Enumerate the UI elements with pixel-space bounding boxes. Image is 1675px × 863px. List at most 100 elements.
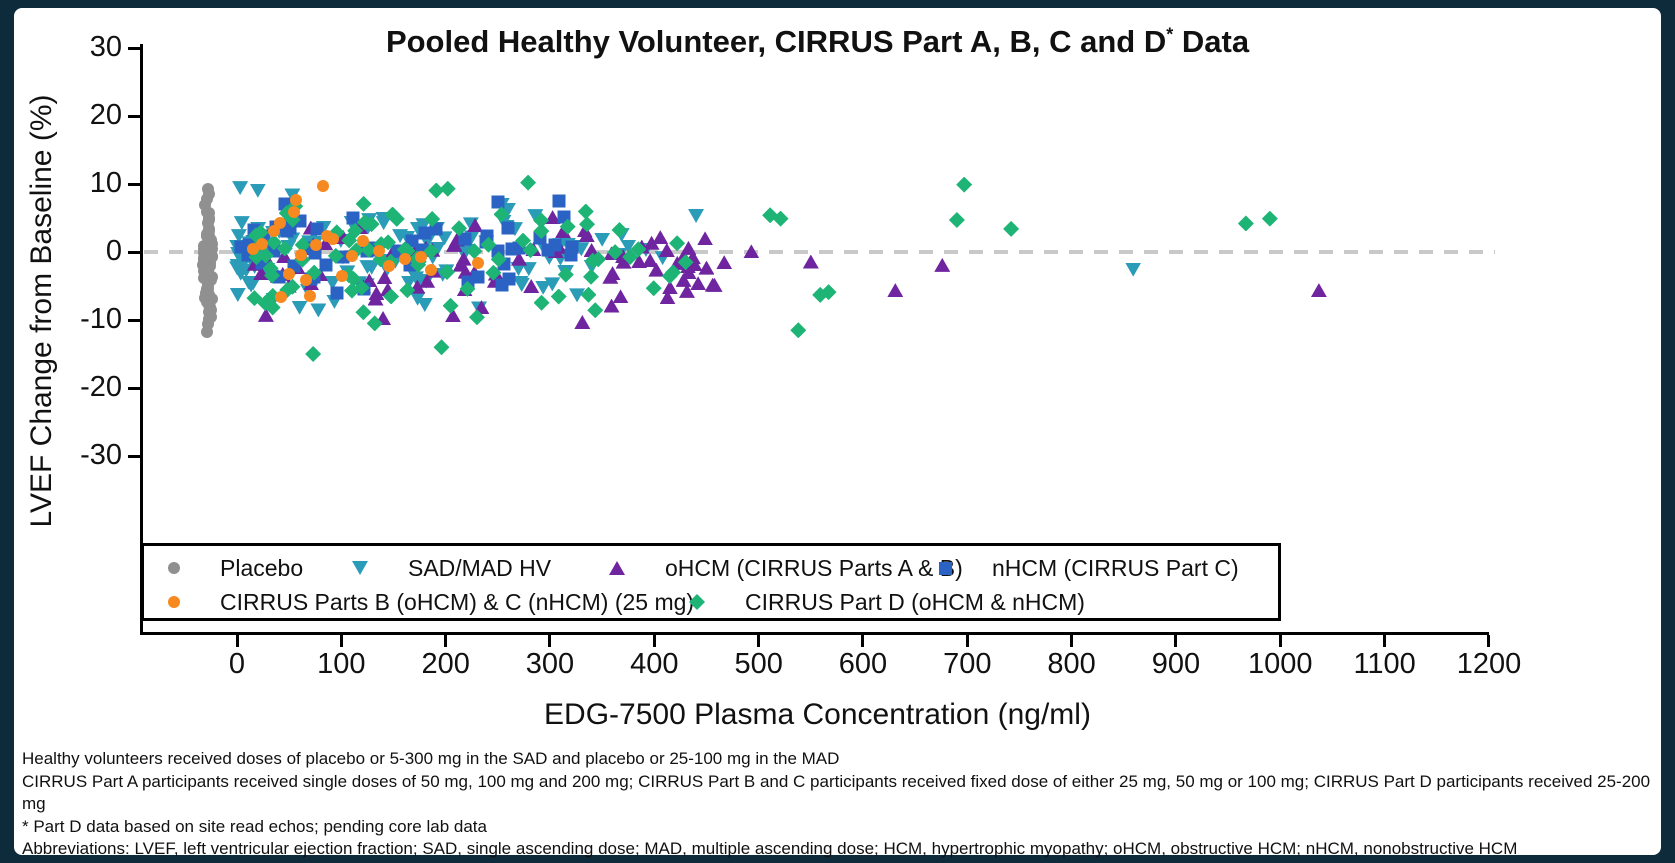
- footnote-line: * Part D data based on site read echos; …: [22, 816, 487, 836]
- data-point: [201, 242, 213, 255]
- data-point: [559, 218, 576, 235]
- y-tick-label: 10: [89, 167, 122, 199]
- x-tick: [444, 635, 448, 647]
- data-point: [299, 273, 312, 286]
- x-tick-label: 800: [1047, 648, 1096, 680]
- data-point: [541, 243, 555, 257]
- data-point: [622, 249, 639, 266]
- data-point: [520, 174, 537, 191]
- data-point: [1125, 262, 1142, 277]
- x-tick-label: 0: [228, 648, 246, 680]
- data-point: [887, 283, 904, 298]
- data-point: [533, 212, 550, 229]
- y-tick-label: -30: [80, 439, 122, 471]
- x-tick: [235, 635, 239, 647]
- data-point: [203, 212, 216, 225]
- chart-title-text: Pooled Healthy Volunteer, CIRRUS Part A,…: [385, 24, 1167, 59]
- x-tick: [1487, 635, 1491, 647]
- y-tick-label: 20: [89, 99, 122, 131]
- data-point: [229, 288, 246, 302]
- legend-item: CIRRUS Parts B (oHCM) & C (nHCM) (25 mg): [168, 589, 694, 615]
- data-point: [574, 315, 591, 330]
- data-point: [501, 221, 515, 235]
- x-tick: [339, 635, 343, 647]
- data-point: [611, 221, 628, 238]
- x-tick: [757, 635, 761, 647]
- x-tick-label: 1000: [1248, 648, 1313, 680]
- data-point: [584, 252, 601, 269]
- y-tick: [128, 114, 140, 118]
- data-point: [345, 250, 358, 263]
- legend-marker-icon: [939, 561, 952, 575]
- data-point: [316, 180, 329, 193]
- legend-marker-icon: [168, 562, 180, 574]
- data-point: [336, 270, 349, 283]
- y-tick-label: -10: [80, 303, 122, 335]
- data-point: [256, 237, 269, 250]
- y-tick: [128, 386, 140, 390]
- data-point: [246, 290, 263, 307]
- data-point: [284, 278, 301, 295]
- legend-item: SAD/MAD HV: [352, 555, 551, 581]
- data-point: [459, 280, 476, 297]
- data-point: [200, 254, 213, 267]
- legend-item: CIRRUS Part D (oHCM & nHCM): [689, 589, 1085, 615]
- data-point: [355, 304, 372, 321]
- data-point: [948, 212, 965, 229]
- legend-item: Placebo: [168, 555, 303, 581]
- data-point: [252, 224, 269, 241]
- data-point: [533, 223, 550, 240]
- data-point: [557, 266, 574, 283]
- data-point: [661, 268, 678, 285]
- x-tick: [1174, 635, 1178, 647]
- data-point: [319, 258, 333, 272]
- data-point: [423, 243, 440, 260]
- y-tick: [128, 46, 140, 50]
- data-point: [698, 260, 715, 275]
- legend-marker-icon: [609, 561, 625, 575]
- data-point: [533, 294, 550, 311]
- data-point: [425, 263, 438, 276]
- data-point: [607, 244, 624, 261]
- data-point: [491, 195, 505, 209]
- data-point: [326, 233, 339, 246]
- data-point: [577, 203, 594, 220]
- data-point: [697, 231, 714, 246]
- legend-label: nHCM (CIRRUS Part C): [992, 554, 1239, 581]
- data-point: [330, 286, 344, 300]
- data-point: [579, 216, 596, 233]
- data-point: [304, 289, 317, 302]
- footnote-line: CIRRUS Part A participants received sing…: [22, 771, 1651, 814]
- x-tick-label: 600: [838, 648, 888, 680]
- data-point: [468, 309, 485, 326]
- data-point: [630, 241, 647, 258]
- data-point: [493, 206, 510, 223]
- data-point: [383, 260, 396, 273]
- data-point: [310, 303, 327, 318]
- data-point: [677, 254, 694, 271]
- data-point: [1003, 220, 1020, 237]
- x-tick-label: 500: [734, 648, 783, 680]
- data-point: [505, 242, 519, 256]
- data-point: [433, 339, 450, 356]
- x-tick-label: 200: [421, 648, 470, 680]
- legend-box: Placebo SAD/MAD HV oHCM (CIRRUS Parts A & …: [141, 543, 1281, 621]
- chart-panel: Pooled Healthy Volunteer, CIRRUS Part A,…: [14, 8, 1661, 858]
- data-point: [198, 199, 211, 212]
- legend-label: SAD/MAD HV: [408, 554, 552, 581]
- data-point: [471, 270, 485, 284]
- legend-item: nHCM (CIRRUS Part C): [939, 555, 1239, 581]
- data-point: [594, 232, 611, 247]
- data-point: [515, 232, 532, 249]
- y-tick-label: 30: [89, 31, 122, 63]
- data-point: [414, 251, 427, 264]
- data-point: [1310, 283, 1327, 298]
- data-point: [202, 278, 215, 291]
- legend-label: CIRRUS Part D (oHCM & nHCM): [745, 588, 1085, 615]
- data-point: [688, 208, 705, 223]
- data-point: [587, 302, 604, 319]
- data-point: [552, 194, 566, 208]
- data-point: [388, 210, 405, 227]
- data-point: [472, 256, 484, 269]
- data-point: [288, 205, 301, 218]
